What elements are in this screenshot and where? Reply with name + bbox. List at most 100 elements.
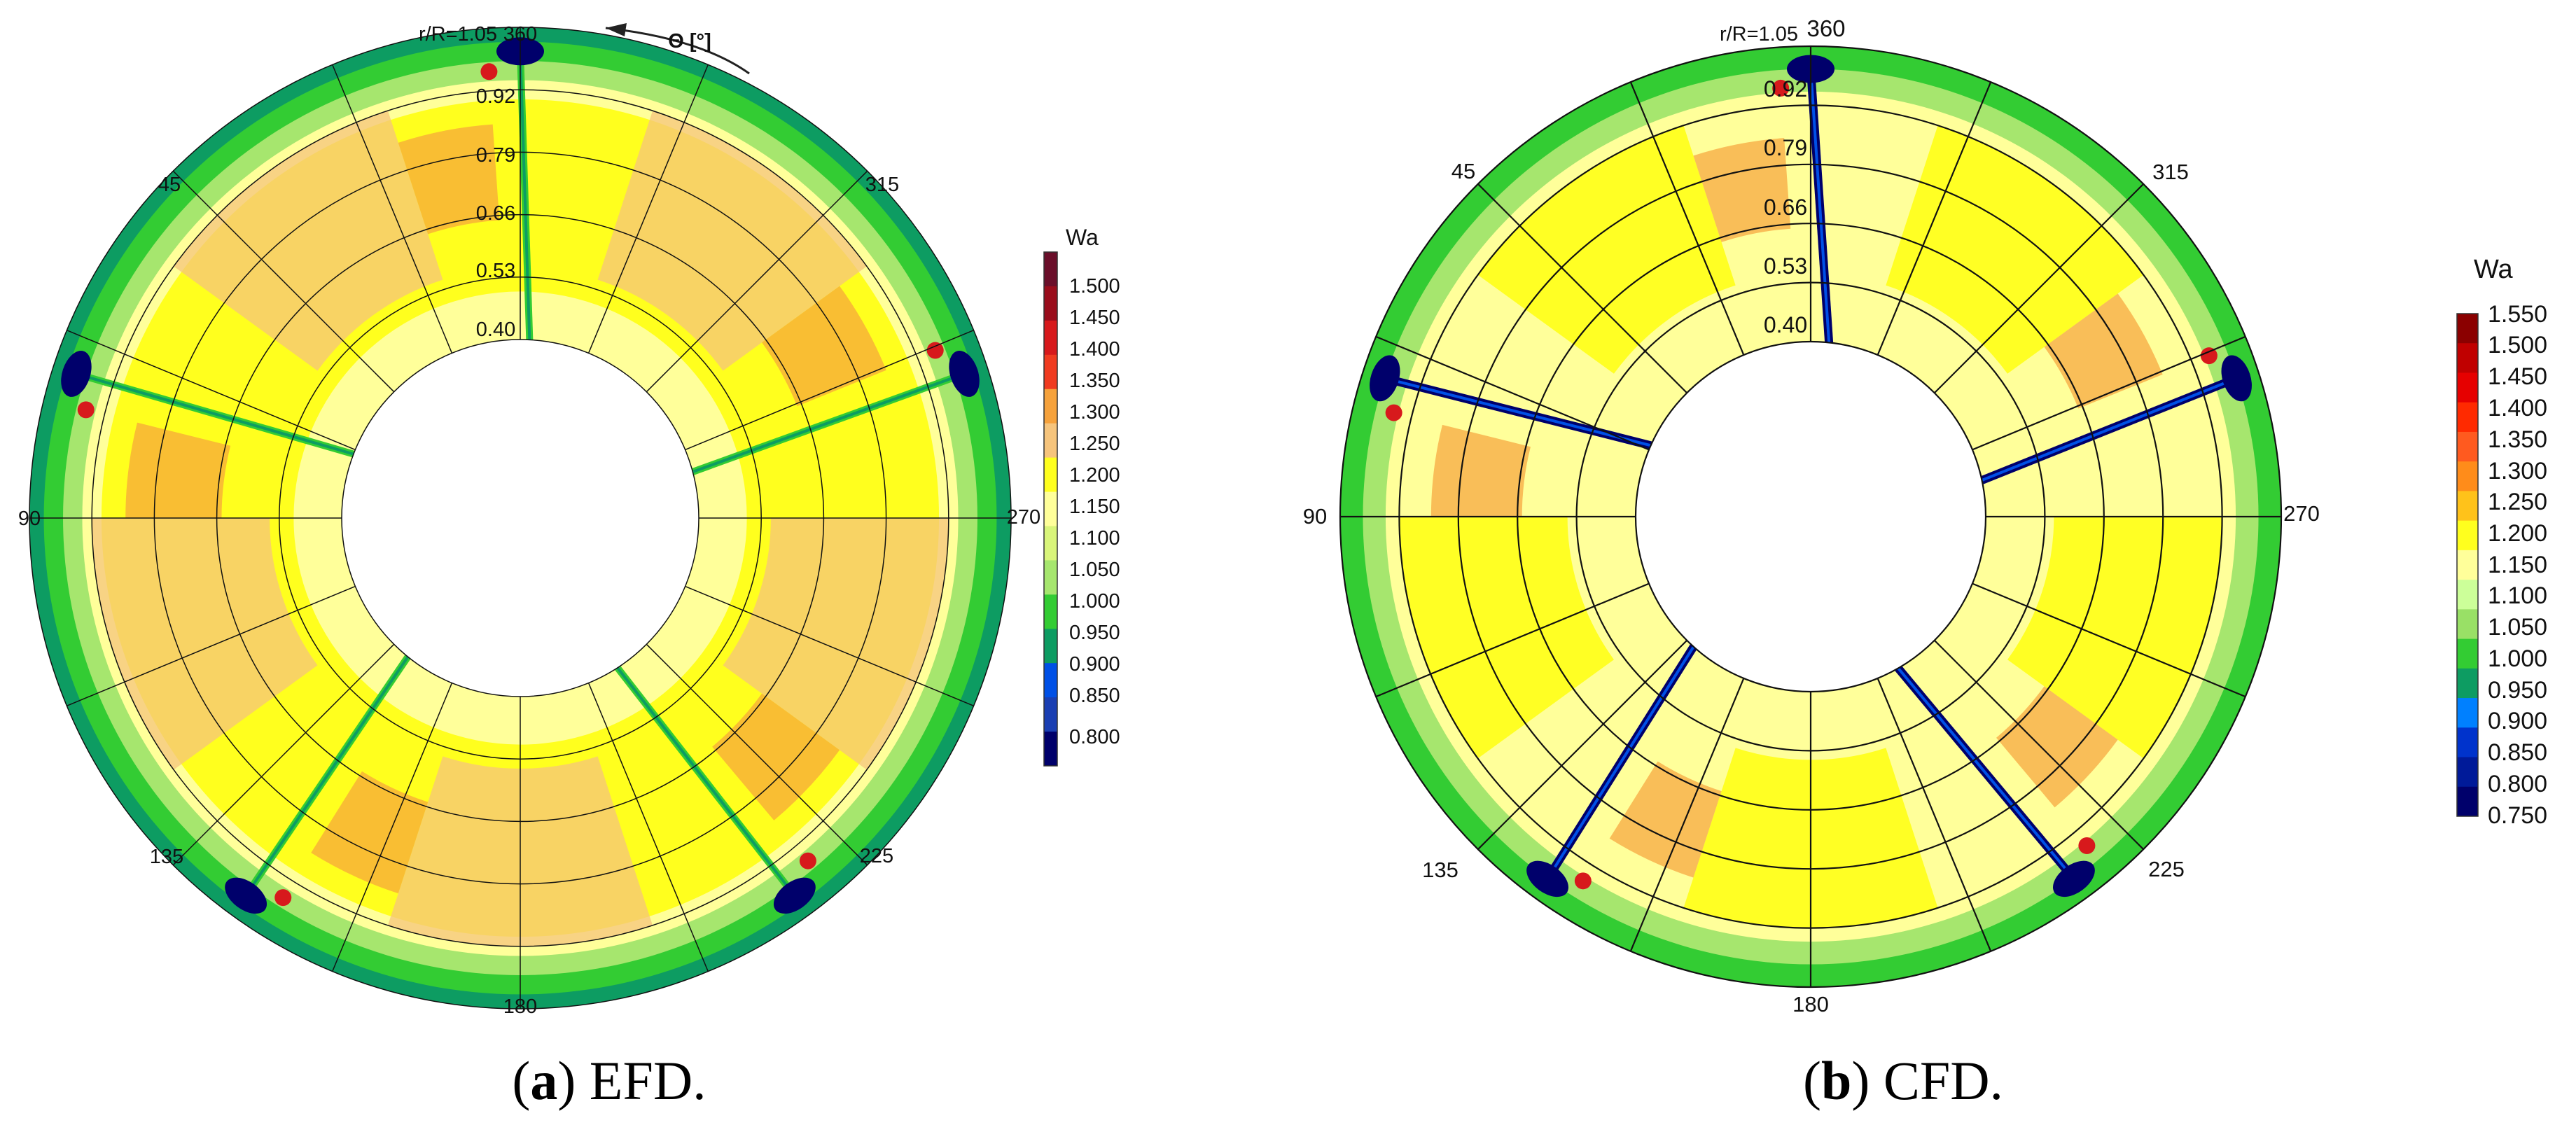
panel-b-wake-core-4	[1981, 377, 2237, 482]
panel-a-colorbar-label-1200: 1.200	[1069, 464, 1120, 487]
panel-b-colorbar-swatch-3	[2457, 402, 2478, 433]
panel-a-colorbar-swatch-9	[1044, 560, 1057, 595]
panel-b-colorbar-label-0800: 0.800	[2488, 771, 2547, 797]
panel-b-colorbar-title: Wa	[2474, 255, 2513, 284]
panel-b-colorbar-label-0750: 0.750	[2488, 802, 2547, 829]
panel-a-tip-vortex-3	[773, 877, 816, 914]
panel-b-colorbar-label-1050: 1.050	[2488, 614, 2547, 641]
panel-b-tip-hot-4	[2200, 347, 2218, 365]
panel-a-caption-label: EFD.	[590, 1050, 706, 1111]
panel-b-colorbar-swatch-0	[2457, 314, 2478, 344]
panel-a-radius-tick-053: 0.53	[476, 260, 515, 282]
panel-b-colorbar-label-1400: 1.400	[2488, 395, 2547, 421]
panel-b-hot-1	[1430, 424, 1531, 517]
panel-a-colorbar-swatch-0	[1044, 252, 1057, 287]
panel-b-tip-hot-2	[1574, 872, 1592, 890]
panel-a-theta-label: Θ [°]	[668, 30, 711, 53]
panel-b-wake-core-0	[1809, 69, 1831, 343]
panel-b-colorbar-swatch-7	[2457, 520, 2478, 551]
panel-b-colorbar-swatch-10	[2457, 609, 2478, 640]
panel-a-colorbar-swatch-8	[1044, 526, 1057, 561]
panel-a-grid-outer	[29, 27, 1012, 1009]
panel-a-colorbar-label-1150: 1.150	[1069, 496, 1120, 518]
panel-a-colorbar-label-1100: 1.100	[1069, 527, 1120, 550]
panel-a-caption-text: (a) EFD.	[512, 1050, 706, 1111]
panel-a-colorbar-title: Wa	[1066, 225, 1099, 250]
panel-a-rotation-arrow	[605, 27, 750, 75]
panel-b-angle-label-225: 225	[2148, 857, 2185, 881]
panel-a-tip-vortex-1	[61, 351, 92, 397]
panel-a-tip-hot-0	[480, 63, 498, 81]
panel-a-patch-3	[723, 518, 949, 770]
panel-b-grid-spoke-10	[1933, 639, 2144, 850]
panel-a-grid-spoke-7	[332, 683, 453, 972]
panel-b-grid-spoke-15	[1877, 81, 1992, 356]
panel-b-grid-spoke-7	[1629, 678, 1745, 952]
panel-b-colorbar-label-1550: 1.550	[2488, 301, 2547, 328]
panel-a-angle-label-180: 180	[503, 995, 537, 1018]
panel-a-angle-label-315: 315	[865, 174, 899, 196]
panel-b-angle-label-180: 180	[1792, 992, 1829, 1016]
panel-b-patch-0	[1477, 125, 1736, 374]
panel-a-colorbar-frame	[1043, 251, 1058, 767]
panel-b-colorbar-frame	[2456, 313, 2479, 817]
panel-a-grid-inner	[341, 339, 699, 697]
panel-a-patch-0	[174, 111, 443, 371]
panel-a-wake-core-2	[244, 656, 410, 897]
panel-a-radius-label: r/R=1.05	[419, 23, 497, 46]
panel-b-colorbar-swatch-12	[2457, 668, 2478, 699]
panel-a-radius-tick-066: 0.66	[476, 202, 515, 225]
panel-b-tip-vortex-3	[2052, 860, 2095, 897]
panel-b-colorbar-swatch-1	[2457, 343, 2478, 373]
panel-a-colorbar-swatch-14	[1044, 732, 1057, 767]
panel-a-colorbar-label-0950: 0.950	[1069, 622, 1120, 644]
panel-b-colorbar-label-0850: 0.850	[2488, 739, 2547, 766]
panel-a-colorbar-swatch-7	[1044, 491, 1057, 526]
panel-a-colorbar-swatch-2	[1044, 320, 1057, 356]
panel-b-radius-tick-092: 0.92	[1764, 76, 1807, 102]
panel-a-grid-spoke-13	[685, 330, 974, 451]
panel-b-radius-tick-040: 0.40	[1764, 312, 1807, 337]
panel-a-radius-tick-092: 0.92	[476, 85, 515, 108]
panel-b-colorbar-label-1200: 1.200	[2488, 520, 2547, 547]
panel-a-colorbar-swatch-5	[1044, 423, 1057, 459]
panel-a-wake-core-4	[692, 372, 965, 473]
panel-b-caption-label: CFD.	[1884, 1050, 2003, 1111]
panel-b-patch-3	[2007, 517, 2222, 759]
panel-b-grid-outer	[1339, 45, 2283, 988]
panel-a-colorbar-label-0800: 0.800	[1069, 726, 1120, 748]
panel-b-grid-spoke-13	[1972, 335, 2246, 451]
panel-a-colorbar-label-1250: 1.250	[1069, 433, 1120, 455]
panel-b-caption-close-paren: )	[1851, 1050, 1883, 1111]
panel-a-angle-label-270: 270	[1007, 506, 1040, 529]
panel-b-colorbar-label-1250: 1.250	[2488, 489, 2547, 515]
panel-b-colorbar-label-1100: 1.100	[2488, 582, 2547, 609]
panel-b-grid-spoke-11	[1972, 582, 2246, 698]
panel-b-tip-vortex-2	[1526, 860, 1569, 897]
panel-a-caption-letter: a	[530, 1050, 557, 1111]
panel-a-rotation-arrowhead	[606, 23, 627, 36]
panel-a-caption: (a) EFD.	[512, 1050, 706, 1111]
panel-a-colorbar-swatch-6	[1044, 457, 1057, 493]
panel-b-radius-tick-079: 0.79	[1764, 135, 1807, 160]
panel-b-patch-4	[1886, 125, 2144, 374]
panel-b-radius-tick-066: 0.66	[1764, 195, 1807, 220]
panel-a-tip-vortex-4	[949, 351, 980, 397]
panel-a-hot-4	[762, 286, 886, 407]
panel-a-polar-grid	[29, 27, 1012, 1009]
panel-b-angle-label-135: 135	[1422, 858, 1458, 882]
panel-a-colorbar-swatch-13	[1044, 697, 1057, 732]
panel-a-angle-label-225: 225	[860, 845, 893, 867]
panel-b-angle-label-270: 270	[2283, 501, 2320, 526]
panel-a-colorbar-label-1000: 1.000	[1069, 590, 1120, 613]
panel-a-patch-1	[92, 518, 318, 770]
panel-a-colorbar-swatches	[1044, 252, 1057, 767]
panel-a-colorbar-label-1050: 1.050	[1069, 559, 1120, 581]
panel-b-grid-spoke-5	[1375, 582, 1650, 698]
panel-a-grid-spoke-14	[646, 170, 868, 393]
panel-a-colorbar: Wa 1.500 1.450 1.400 1.350 1.300 1.250 1…	[1043, 225, 1120, 767]
panel-a-tip-hot-4	[926, 342, 944, 359]
panel-a-grid-spoke-5	[67, 585, 356, 706]
panel-b-colorbar-swatch-16	[2457, 786, 2478, 817]
